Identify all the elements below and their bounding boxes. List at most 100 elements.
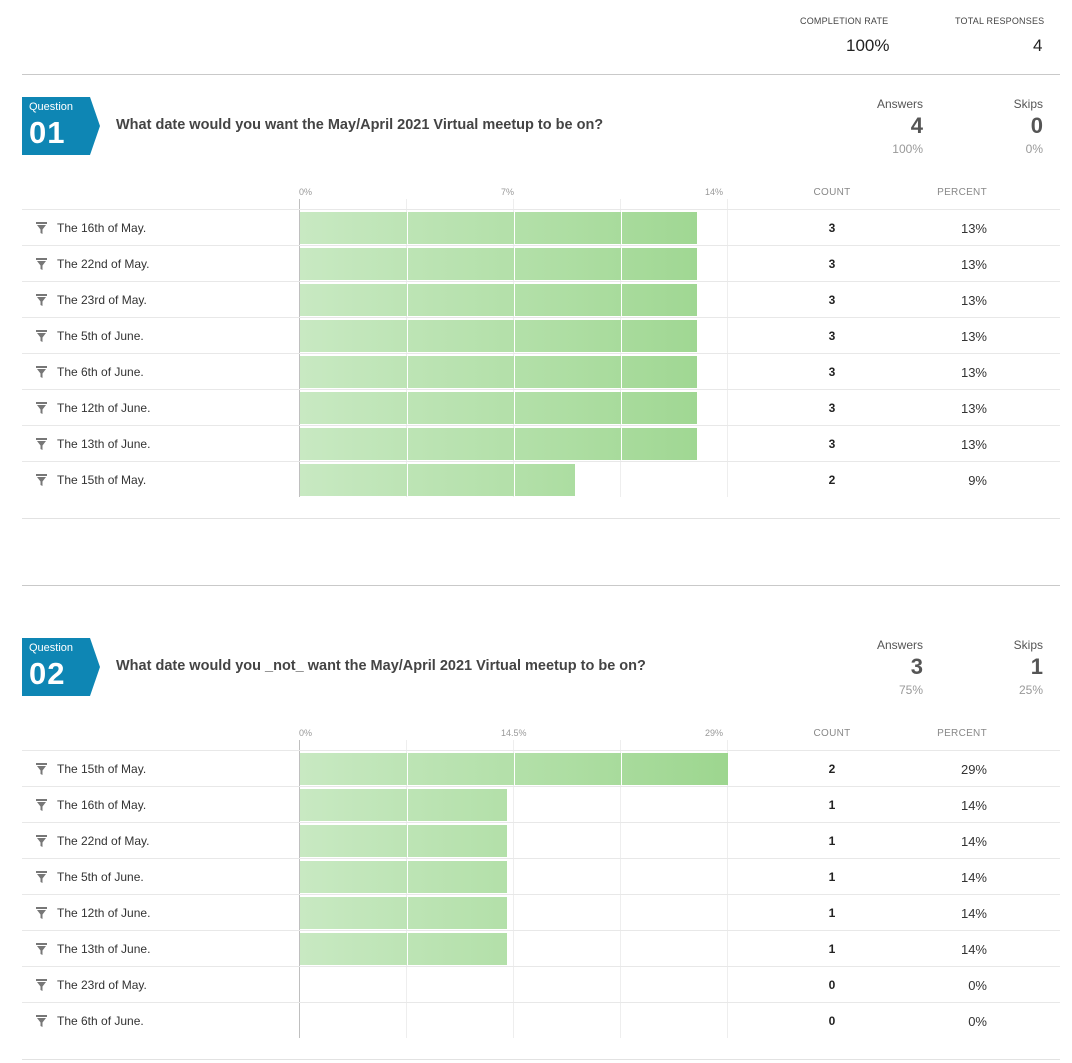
response-row: The 15th of May. 2 9% bbox=[22, 461, 1060, 497]
count-value: 1 bbox=[828, 798, 836, 812]
filter-icon[interactable] bbox=[36, 798, 47, 811]
bar-segment bbox=[300, 825, 407, 857]
response-row: The 12th of June. 1 14% bbox=[22, 894, 1060, 930]
filter-icon[interactable] bbox=[36, 906, 47, 919]
response-row: The 5th of June. 1 14% bbox=[22, 858, 1060, 894]
bar-segment bbox=[408, 320, 514, 352]
percent-value: 0% bbox=[968, 978, 987, 993]
option-label: The 13th of June. bbox=[57, 942, 151, 956]
answers-label: Answers bbox=[876, 638, 923, 652]
filter-icon[interactable] bbox=[36, 978, 47, 991]
count-value: 3 bbox=[828, 221, 836, 235]
percent-value: 14% bbox=[960, 870, 987, 885]
badge-shape bbox=[22, 638, 100, 696]
summary-stats: COMPLETION RATE 100% TOTAL RESPONSES 4 bbox=[0, 0, 1072, 75]
bar-segment bbox=[515, 320, 621, 352]
bar-segment bbox=[300, 212, 407, 244]
filter-icon[interactable] bbox=[36, 762, 47, 775]
filter-icon[interactable] bbox=[36, 437, 47, 450]
response-row: The 22nd of May. 3 13% bbox=[22, 245, 1060, 281]
filter-icon[interactable] bbox=[36, 365, 47, 378]
response-row: The 13th of June. 3 13% bbox=[22, 425, 1060, 461]
bar-segment bbox=[515, 392, 621, 424]
bar-segment bbox=[300, 392, 407, 424]
bar-segment bbox=[622, 284, 697, 316]
filter-icon[interactable] bbox=[36, 257, 47, 270]
count-value: 1 bbox=[828, 870, 836, 884]
filter-icon[interactable] bbox=[36, 834, 47, 847]
response-chart: COUNT PERCENT 0% 14.5% 29% The 15th of May.… bbox=[22, 728, 1060, 1060]
response-row: The 13th of June. 1 14% bbox=[22, 930, 1060, 966]
bar-segment bbox=[408, 753, 514, 785]
percent-value: 13% bbox=[960, 221, 987, 236]
axis-tick-label: 7% bbox=[501, 187, 515, 197]
option-label: The 16th of May. bbox=[57, 221, 147, 235]
filter-icon[interactable] bbox=[36, 221, 47, 234]
percent-value: 13% bbox=[960, 293, 987, 308]
gridline bbox=[727, 199, 728, 497]
question-badge-number: 01 bbox=[29, 115, 66, 150]
percent-value: 14% bbox=[960, 798, 987, 813]
bar-segment bbox=[408, 789, 507, 821]
bar-segment bbox=[408, 464, 514, 496]
axis-tick-label: 0% bbox=[299, 187, 313, 197]
bar bbox=[300, 789, 507, 821]
top-divider bbox=[22, 74, 1060, 75]
option-label: The 5th of June. bbox=[57, 870, 144, 884]
bar-segment bbox=[515, 248, 621, 280]
count-value: 3 bbox=[828, 257, 836, 271]
gridline bbox=[513, 740, 514, 1038]
question-title: What date would you want the May/April 2… bbox=[116, 117, 604, 133]
bar bbox=[300, 825, 507, 857]
bar-segment bbox=[622, 356, 697, 388]
skips-count: 1 bbox=[1030, 654, 1043, 679]
option-label: The 6th of June. bbox=[57, 1014, 144, 1028]
answers-count: 3 bbox=[910, 654, 923, 679]
response-chart: COUNT PERCENT 0% 7% 14% The 16th of May. 3 13… bbox=[22, 187, 1060, 527]
option-label: The 22nd of May. bbox=[57, 257, 150, 271]
option-label: The 23rd of May. bbox=[57, 293, 147, 307]
percent-value: 9% bbox=[968, 473, 987, 488]
filter-icon[interactable] bbox=[36, 293, 47, 306]
response-row: The 5th of June. 3 13% bbox=[22, 317, 1060, 353]
filter-icon[interactable] bbox=[36, 870, 47, 883]
bar-segment bbox=[515, 464, 575, 496]
gridline bbox=[299, 199, 300, 497]
filter-icon[interactable] bbox=[36, 473, 47, 486]
bar-segment bbox=[300, 464, 407, 496]
count-value: 3 bbox=[828, 401, 836, 415]
percent-value: 13% bbox=[960, 437, 987, 452]
completion-rate-label: COMPLETION RATE bbox=[800, 16, 889, 26]
bar-segment bbox=[515, 284, 621, 316]
bar bbox=[300, 933, 507, 965]
bar-segment bbox=[408, 825, 507, 857]
option-label: The 22nd of May. bbox=[57, 834, 150, 848]
bar-segment bbox=[300, 356, 407, 388]
bar-segment bbox=[622, 248, 697, 280]
filter-icon[interactable] bbox=[36, 1014, 47, 1027]
filter-icon[interactable] bbox=[36, 942, 47, 955]
option-label: The 12th of June. bbox=[57, 906, 151, 920]
skips-percent: 25% bbox=[1018, 683, 1043, 697]
bar bbox=[300, 464, 575, 496]
count-value: 3 bbox=[828, 329, 836, 343]
bar-segment bbox=[515, 753, 621, 785]
count-value: 3 bbox=[828, 365, 836, 379]
response-row: The 16th of May. 1 14% bbox=[22, 786, 1060, 822]
bar-segment bbox=[515, 428, 621, 460]
bar-segment bbox=[408, 861, 507, 893]
bar-segment bbox=[300, 861, 407, 893]
filter-icon[interactable] bbox=[36, 329, 47, 342]
bar bbox=[300, 861, 507, 893]
count-header: COUNT bbox=[813, 728, 851, 739]
bar-segment bbox=[515, 212, 621, 244]
answers-count: 4 bbox=[910, 113, 923, 138]
percent-value: 0% bbox=[968, 1014, 987, 1029]
filter-icon[interactable] bbox=[36, 401, 47, 414]
response-row: The 6th of June. 0 0% bbox=[22, 1002, 1060, 1038]
option-label: The 15th of May. bbox=[57, 762, 147, 776]
question-badge-label: Question bbox=[29, 101, 74, 113]
bar-segment bbox=[622, 320, 697, 352]
question-badge-label: Question bbox=[29, 642, 74, 654]
total-responses-value: 4 bbox=[1033, 36, 1043, 55]
